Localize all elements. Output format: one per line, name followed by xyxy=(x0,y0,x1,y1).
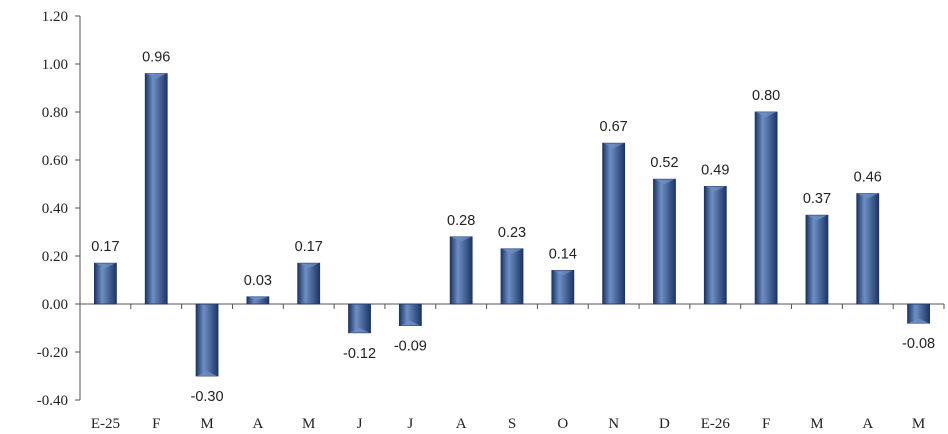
data-label: 0.52 xyxy=(650,155,678,171)
bar-body xyxy=(195,303,219,377)
bar-body xyxy=(449,236,473,305)
y-axis: 1.20 1.00 0.80 0.60 0.40 0.20 0.00 -0.20 -0.40 xyxy=(37,9,81,409)
data-label: 0.03 xyxy=(244,273,272,289)
data-label: 0.17 xyxy=(295,239,323,255)
bar xyxy=(94,262,117,305)
y-tick-label: -0.40 xyxy=(37,393,68,409)
bar-body xyxy=(602,142,626,305)
bar-bevel xyxy=(705,186,726,192)
bar xyxy=(144,73,168,305)
x-tick-label: A xyxy=(252,416,263,432)
bar xyxy=(856,193,880,305)
bar-bevel xyxy=(95,263,116,269)
bar-body xyxy=(856,193,880,305)
bar xyxy=(297,262,321,305)
bar-bevel xyxy=(298,263,319,269)
y-tick-label: 1.20 xyxy=(42,9,68,25)
bar-bevel xyxy=(756,112,777,117)
bar-body xyxy=(144,73,168,305)
x-tick-label: A xyxy=(862,416,873,432)
bar-bevel xyxy=(806,215,827,221)
bar xyxy=(805,214,829,305)
bar xyxy=(551,269,575,305)
data-label: 0.17 xyxy=(91,239,119,255)
y-tick-label: 0.80 xyxy=(42,105,68,121)
bar-body xyxy=(94,262,117,305)
x-tick-label: S xyxy=(508,416,516,432)
data-labels: 0.17 0.96 -0.30 0.03 0.17 -0.12 -0.09 0.28 0.23 0… xyxy=(91,50,935,405)
x-tick-label: N xyxy=(608,416,619,432)
bar-bevel xyxy=(349,327,370,333)
bar-body xyxy=(297,262,321,305)
x-tick-label: J xyxy=(357,416,363,432)
y-tick-label: -0.20 xyxy=(37,345,68,361)
bar xyxy=(754,111,778,305)
x-tick-label: F xyxy=(762,416,770,432)
data-label: 0.37 xyxy=(803,191,831,207)
data-label: -0.09 xyxy=(394,339,427,355)
data-label: -0.12 xyxy=(343,346,376,362)
bar xyxy=(449,236,473,305)
bar xyxy=(195,303,219,377)
bar-body xyxy=(500,248,524,305)
bar-body xyxy=(805,214,829,305)
x-axis: E-25 F M A M J J A S O N D E-26 F M A M xyxy=(79,303,945,432)
bar-bevel xyxy=(451,236,472,242)
bar-bevel xyxy=(400,320,421,326)
x-tick-label: E-26 xyxy=(701,416,731,432)
bar-body xyxy=(653,178,676,305)
y-tick-label: 0.60 xyxy=(42,153,68,169)
bar-bevel xyxy=(603,143,624,149)
x-tick-label: A xyxy=(456,416,467,432)
y-tick-label: 0.20 xyxy=(42,249,68,265)
bar-bevel xyxy=(197,371,218,376)
bar xyxy=(653,178,676,305)
y-tick-label: 0.40 xyxy=(42,201,68,217)
bar-bevel xyxy=(552,270,573,276)
data-label: 0.28 xyxy=(447,213,475,229)
data-label: 0.14 xyxy=(549,246,577,262)
x-tick-label: M xyxy=(810,416,823,432)
bar-bevel xyxy=(857,193,878,199)
x-tick-label: M xyxy=(912,416,925,432)
y-tick-label: 1.00 xyxy=(42,57,68,73)
bar xyxy=(398,303,422,327)
x-tick-label: J xyxy=(407,416,413,432)
bar-bevel xyxy=(502,248,522,254)
data-label: 0.96 xyxy=(142,50,170,66)
bar xyxy=(500,248,524,305)
bar-bevel xyxy=(908,318,929,324)
data-label: 0.49 xyxy=(701,162,729,178)
bar-body xyxy=(551,269,575,305)
bar-body xyxy=(703,185,727,305)
data-label: 0.46 xyxy=(854,170,882,186)
x-tick-label: M xyxy=(302,416,315,432)
bar xyxy=(907,303,930,324)
data-label: 0.80 xyxy=(752,88,780,104)
x-tick-label: E-25 xyxy=(91,416,120,432)
bars xyxy=(94,73,930,377)
bar xyxy=(602,142,626,305)
data-label: 0.23 xyxy=(498,225,526,241)
x-tick-label: F xyxy=(152,416,160,432)
bar xyxy=(348,303,371,334)
x-tick-label: D xyxy=(659,416,670,432)
y-tick-label: 0.00 xyxy=(42,297,68,313)
data-label: -0.30 xyxy=(191,389,224,405)
data-label: -0.08 xyxy=(902,336,935,352)
bar-bevel xyxy=(654,179,675,185)
x-tick-label: O xyxy=(557,416,568,432)
data-label: 0.67 xyxy=(600,119,628,135)
bar-body xyxy=(754,111,778,305)
bar-bevel xyxy=(146,73,167,79)
x-tick-label: M xyxy=(200,416,213,432)
bar xyxy=(246,296,270,305)
bar xyxy=(703,185,727,305)
bar-bevel xyxy=(247,296,268,301)
